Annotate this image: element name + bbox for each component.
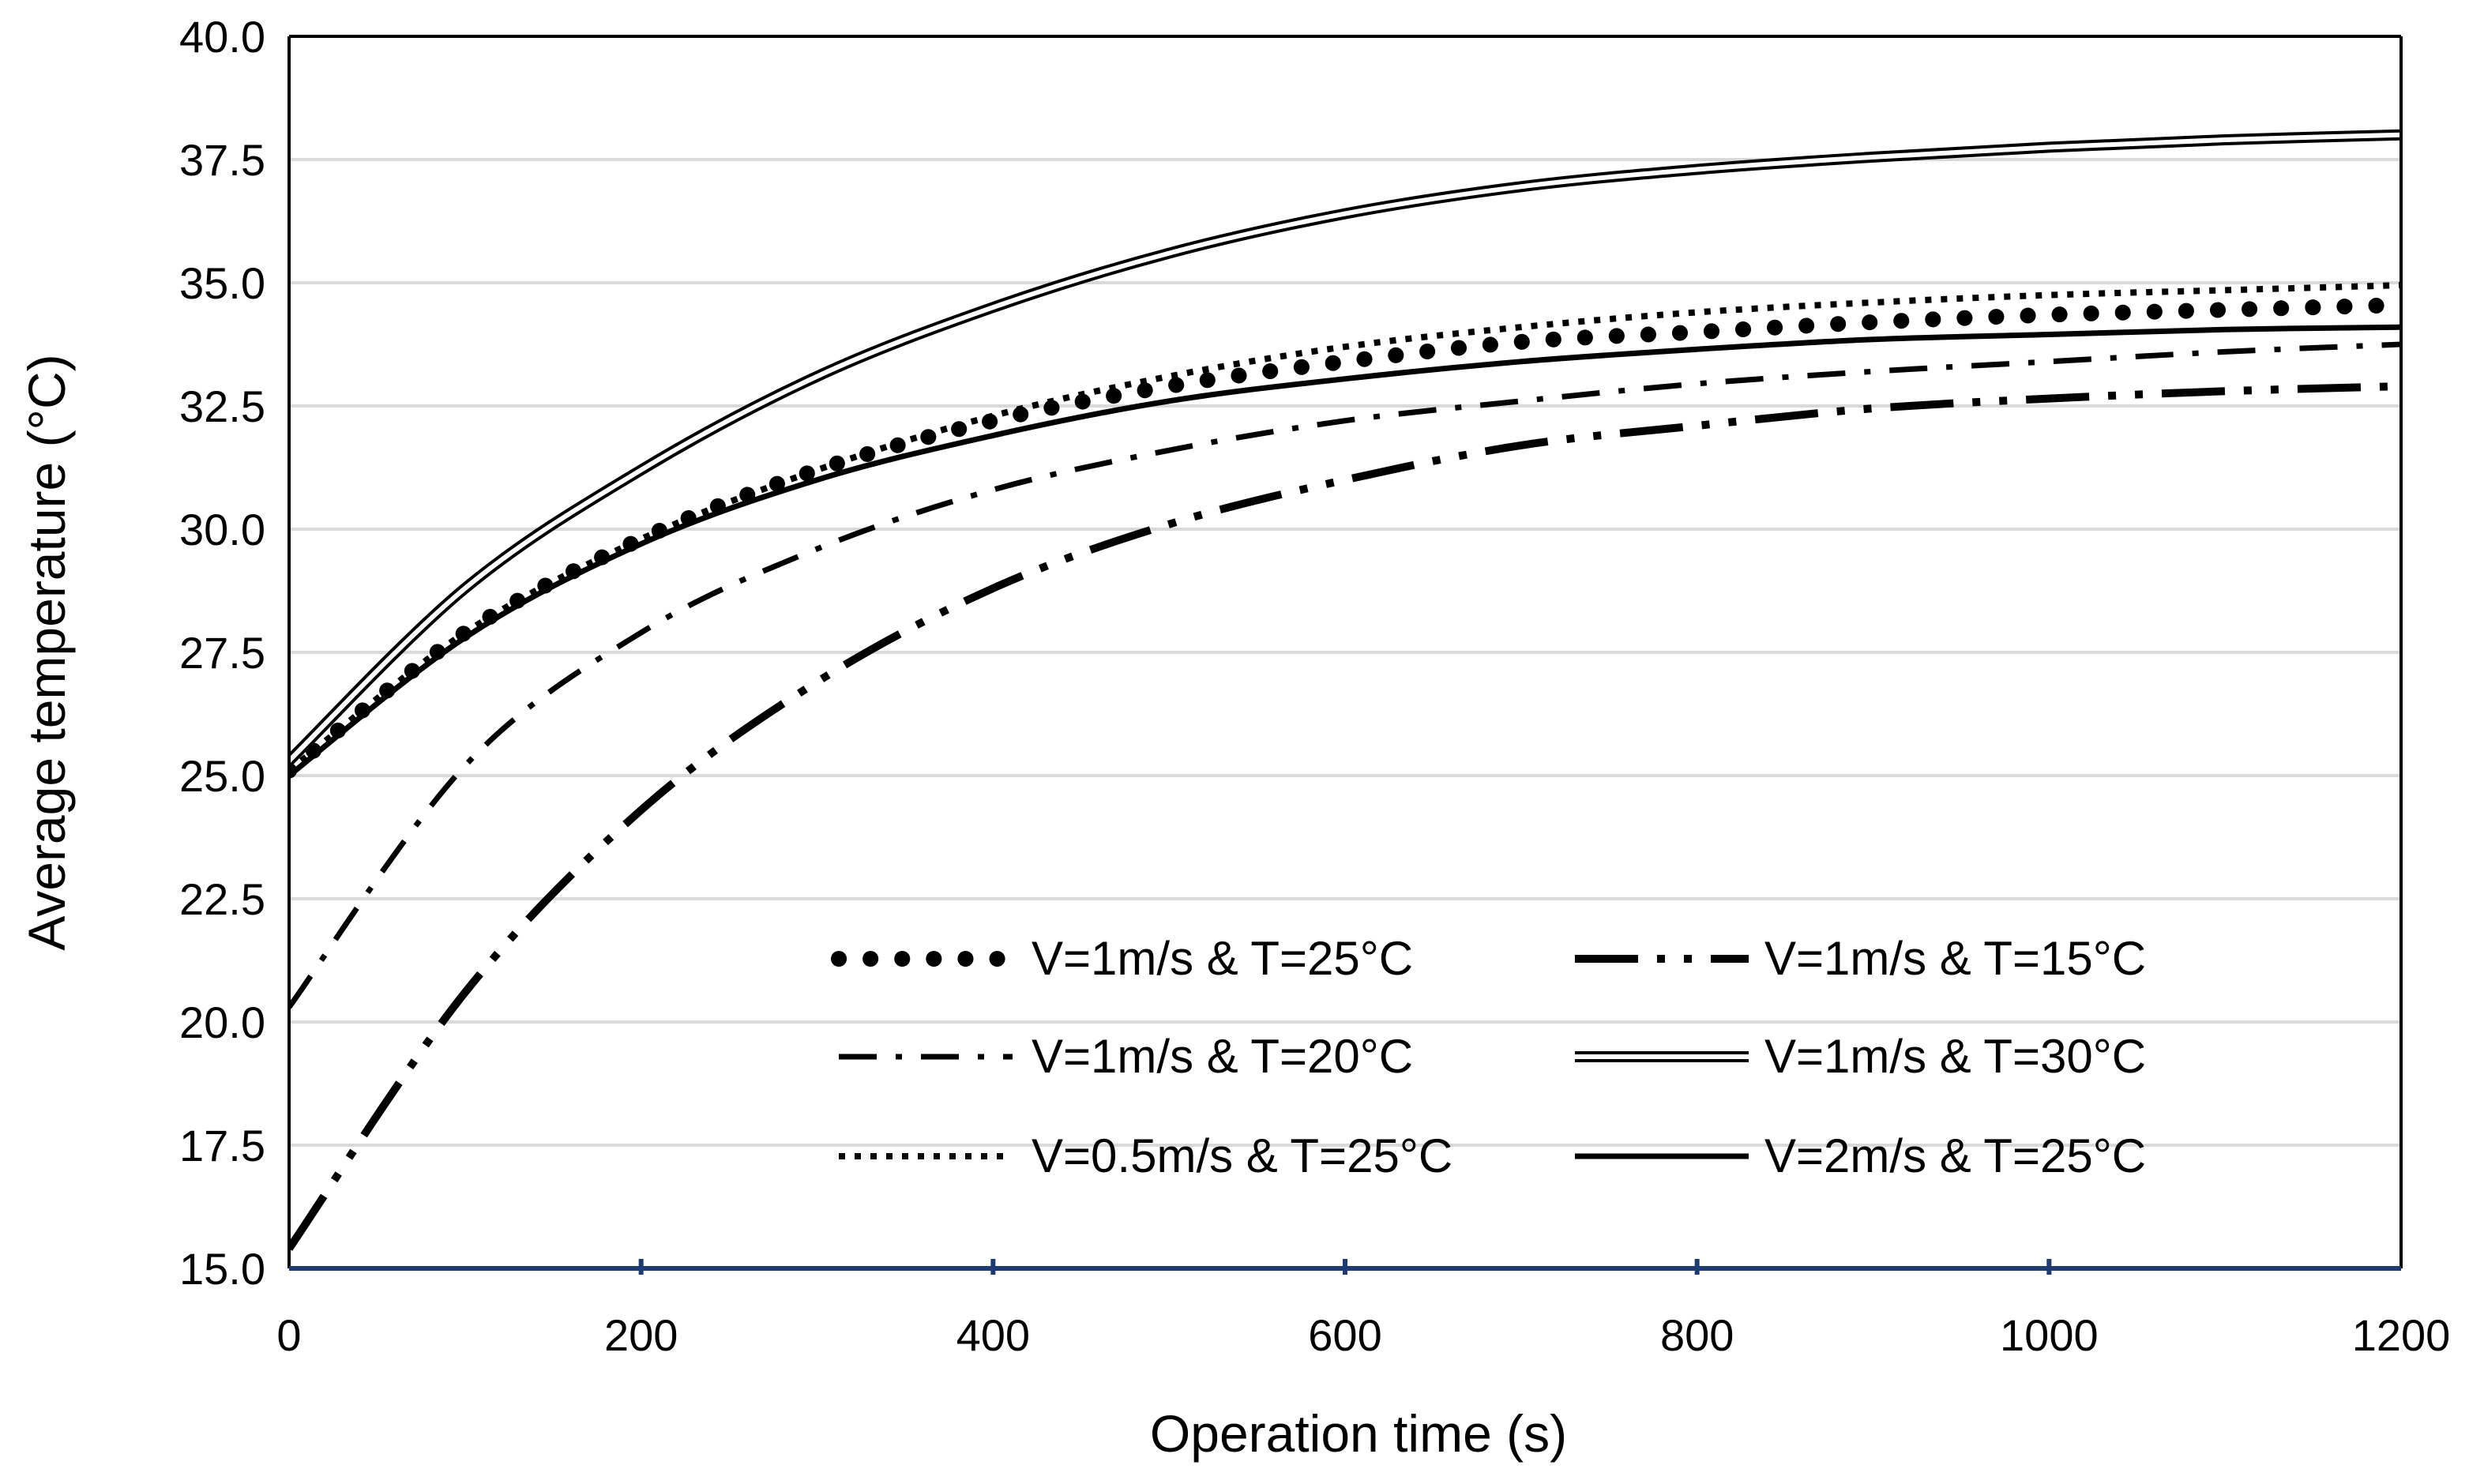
legend-item: V=1m/s & T=30°C — [1575, 1030, 2146, 1083]
series-line — [289, 324, 2401, 778]
grid-lines — [289, 158, 2401, 1147]
y-tick-label: 40.0 — [179, 12, 265, 62]
y-tick-label: 35.0 — [179, 258, 265, 308]
series-line-inner — [289, 132, 2401, 763]
series-group — [289, 129, 2401, 1251]
x-tick-label: 600 — [1308, 1310, 1381, 1360]
y-tick-label: 32.5 — [179, 381, 265, 431]
y-tick-label: 15.0 — [179, 1244, 265, 1294]
legend-label: V=0.5m/s & T=25°C — [1032, 1129, 1452, 1182]
series-line-outer — [289, 129, 2401, 765]
x-axis-title: Operation time (s) — [1150, 1404, 1567, 1463]
legend-label: V=1m/s & T=20°C — [1032, 1030, 1413, 1083]
series-line — [289, 297, 2401, 779]
legend-item: V=1m/s & T=20°C — [839, 1030, 1413, 1083]
series-1 — [289, 297, 2401, 779]
legend-item: V=0.5m/s & T=25°C — [839, 1129, 1452, 1182]
series-line — [289, 282, 2401, 773]
series-4 — [289, 129, 2401, 765]
y-tick-label: 22.5 — [179, 874, 265, 924]
y-axis-title: Average temperature (°C) — [17, 354, 76, 950]
y-tick-label: 17.5 — [179, 1121, 265, 1170]
x-tick-label: 800 — [1660, 1310, 1734, 1360]
y-tick-label: 27.5 — [179, 628, 265, 678]
legend-item: V=1m/s & T=15°C — [1575, 932, 2146, 985]
legend: V=1m/s & T=25°C V=1m/s & T=15°C V=1m/s & T… — [831, 932, 2146, 1182]
x-tick-label: 1000 — [2000, 1310, 2099, 1360]
y-tick-label: 20.0 — [179, 997, 265, 1047]
series-2 — [289, 382, 2401, 1251]
x-tick-label: 1200 — [2352, 1310, 2451, 1360]
series-3 — [289, 341, 2401, 1009]
legend-label: V=1m/s & T=30°C — [1764, 1030, 2146, 1083]
x-tick-label: 200 — [604, 1310, 678, 1360]
y-tick-label: 25.0 — [179, 751, 265, 801]
legend-label: V=1m/s & T=25°C — [1032, 932, 1413, 985]
axis-ticks: 0 200 400 600 800 1000 1200 15.0 17.5 20.0 22.5 25.… — [179, 12, 2450, 1360]
legend-label: V=2m/s & T=25°C — [1764, 1129, 2146, 1182]
y-tick-label: 30.0 — [179, 505, 265, 554]
series-5 — [289, 282, 2401, 773]
x-tick-label: 0 — [276, 1310, 301, 1360]
y-tick-label: 37.5 — [179, 135, 265, 185]
x-tick-label: 400 — [956, 1310, 1030, 1360]
series-line — [289, 382, 2401, 1251]
series-6 — [289, 324, 2401, 778]
series-line — [289, 341, 2401, 1009]
legend-item: V=1m/s & T=25°C — [831, 932, 1413, 985]
legend-label: V=1m/s & T=15°C — [1764, 932, 2146, 985]
legend-item: V=2m/s & T=25°C — [1575, 1129, 2146, 1182]
